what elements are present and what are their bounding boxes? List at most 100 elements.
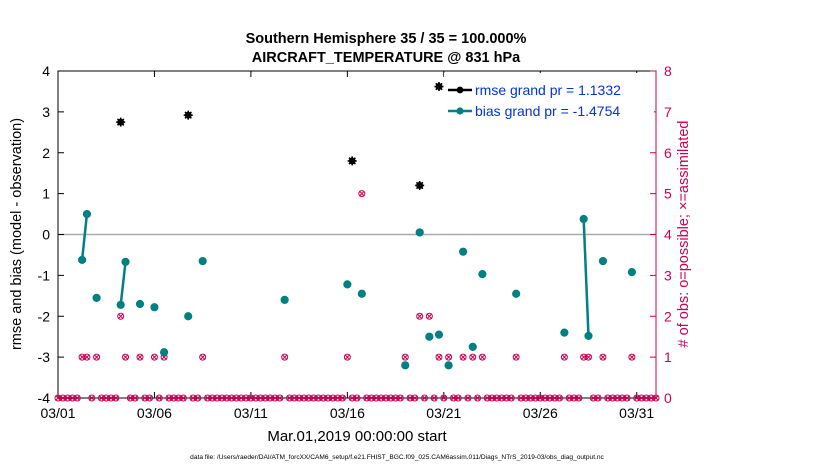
obs-assimilated-marker xyxy=(638,395,645,401)
obs-possible-marker xyxy=(430,394,438,402)
obs-assimilated-marker xyxy=(412,395,418,401)
x-tick-label: 03/21 xyxy=(426,405,461,421)
obs-possible-marker xyxy=(503,394,510,402)
obs-possible-marker xyxy=(401,353,409,361)
obs-assimilated-marker xyxy=(373,395,380,401)
obs-assimilated-marker xyxy=(547,395,553,401)
bias-point xyxy=(627,268,636,277)
obs-assimilated-marker xyxy=(132,395,139,401)
left-y-tick-label: -4 xyxy=(38,390,51,406)
bias-point xyxy=(116,300,125,309)
bias-point xyxy=(425,332,434,341)
obs-assimilated-marker xyxy=(513,354,519,360)
obs-possible-marker xyxy=(440,394,448,402)
obs-assimilated-marker xyxy=(440,395,447,401)
x-tick-label: 03/31 xyxy=(619,405,654,421)
left-y-tick-label: 2 xyxy=(42,145,50,161)
obs-possible-marker xyxy=(633,394,641,402)
obs-possible-marker xyxy=(175,394,183,402)
obs-assimilated-marker xyxy=(542,395,548,401)
obs-assimilated-marker xyxy=(334,395,341,401)
obs-assimilated-marker xyxy=(460,354,466,360)
obs-possible-marker xyxy=(339,394,347,402)
obs-possible-marker xyxy=(507,394,515,402)
obs-assimilated-marker xyxy=(354,395,360,401)
right-y-tick-label: 6 xyxy=(664,145,672,161)
obs-assimilated-marker xyxy=(566,395,573,401)
left-y-tick-label: -1 xyxy=(38,267,51,283)
obs-assimilated-marker xyxy=(320,395,327,401)
bias-point xyxy=(198,256,207,266)
chart-title: Southern Hemisphere 35 / 35 = 100.000% xyxy=(246,31,527,47)
obs-possible-marker xyxy=(392,394,400,402)
obs-assimilated-marker xyxy=(93,354,100,360)
obs-assimilated-marker xyxy=(243,395,249,401)
obs-possible-marker xyxy=(247,394,255,402)
obs-possible-marker xyxy=(150,353,158,361)
obs-possible-marker xyxy=(276,394,284,402)
obs-possible-marker xyxy=(295,394,303,402)
obs-assimilated-marker xyxy=(363,395,370,401)
obs-possible-marker xyxy=(623,394,631,402)
rmse-point-rays xyxy=(116,117,126,127)
obs-assimilated-marker xyxy=(74,395,81,401)
obs-possible-marker xyxy=(594,394,602,402)
bias-point xyxy=(478,270,487,279)
obs-assimilated-marker xyxy=(127,395,134,401)
obs-assimilated-marker xyxy=(358,190,365,197)
obs-assimilated-marker xyxy=(604,395,611,401)
obs-possible-marker xyxy=(584,353,592,361)
obs-possible-marker xyxy=(64,394,72,402)
obs-assimilated-marker xyxy=(489,395,495,401)
obs-possible-marker xyxy=(652,394,660,402)
obs-possible-marker xyxy=(252,394,260,402)
obs-possible-marker xyxy=(377,394,385,402)
obs-assimilated-marker xyxy=(267,395,274,401)
obs-possible-marker xyxy=(642,394,650,402)
obs-assimilated-marker xyxy=(344,354,351,360)
data-file-footnote: data file: /Users/raeder/DAI/ATM_forcXX/… xyxy=(190,454,604,461)
obs-possible-marker xyxy=(237,394,245,402)
obs-assimilated-marker xyxy=(64,395,71,401)
obs-assimilated-marker xyxy=(228,395,235,401)
obs-possible-marker xyxy=(112,394,120,402)
obs-assimilated-marker xyxy=(108,395,114,401)
bias-point xyxy=(343,280,352,289)
obs-assimilated-marker xyxy=(84,354,90,360)
obs-assimilated-marker xyxy=(190,395,196,401)
bias-point xyxy=(82,209,92,219)
left-y-tick-label: 3 xyxy=(42,104,50,120)
obs-assimilated-marker xyxy=(233,395,240,401)
obs-assimilated-marker xyxy=(402,354,409,360)
obs-assimilated-marker xyxy=(113,395,119,401)
obs-assimilated-marker xyxy=(122,354,129,360)
obs-assimilated-marker xyxy=(580,354,587,360)
obs-possible-marker xyxy=(435,353,443,361)
obs-assimilated-marker xyxy=(170,395,177,401)
bias-point xyxy=(584,331,593,340)
obs-assimilated-marker xyxy=(648,395,655,401)
obs-possible-marker xyxy=(425,312,433,320)
obs-possible-marker xyxy=(387,394,395,402)
x-tick-label: 03/26 xyxy=(523,405,558,421)
obs-assimilated-marker xyxy=(368,395,375,401)
obs-assimilated-marker xyxy=(633,395,640,401)
obs-assimilated-marker xyxy=(305,395,312,401)
obs-assimilated-marker xyxy=(325,395,331,401)
obs-assimilated-marker xyxy=(339,395,346,401)
right-y-axis-label: # of obs: o=possible; ×=assimilated xyxy=(676,121,692,348)
obs-possible-marker xyxy=(454,394,462,402)
x-tick-label: 03/11 xyxy=(234,405,268,421)
obs-assimilated-marker xyxy=(286,395,293,401)
bias-point xyxy=(121,257,130,266)
obs-assimilated-marker xyxy=(479,354,486,360)
obs-assimilated-marker xyxy=(643,395,650,401)
obs-possible-marker xyxy=(382,394,390,402)
obs-possible-marker xyxy=(179,394,187,402)
obs-possible-marker xyxy=(445,353,453,361)
right-y-tick-label: 5 xyxy=(664,186,672,202)
obs-possible-marker xyxy=(334,394,342,402)
obs-possible-marker xyxy=(218,394,226,402)
obs-possible-marker xyxy=(83,353,91,361)
obs-possible-marker xyxy=(372,394,380,402)
